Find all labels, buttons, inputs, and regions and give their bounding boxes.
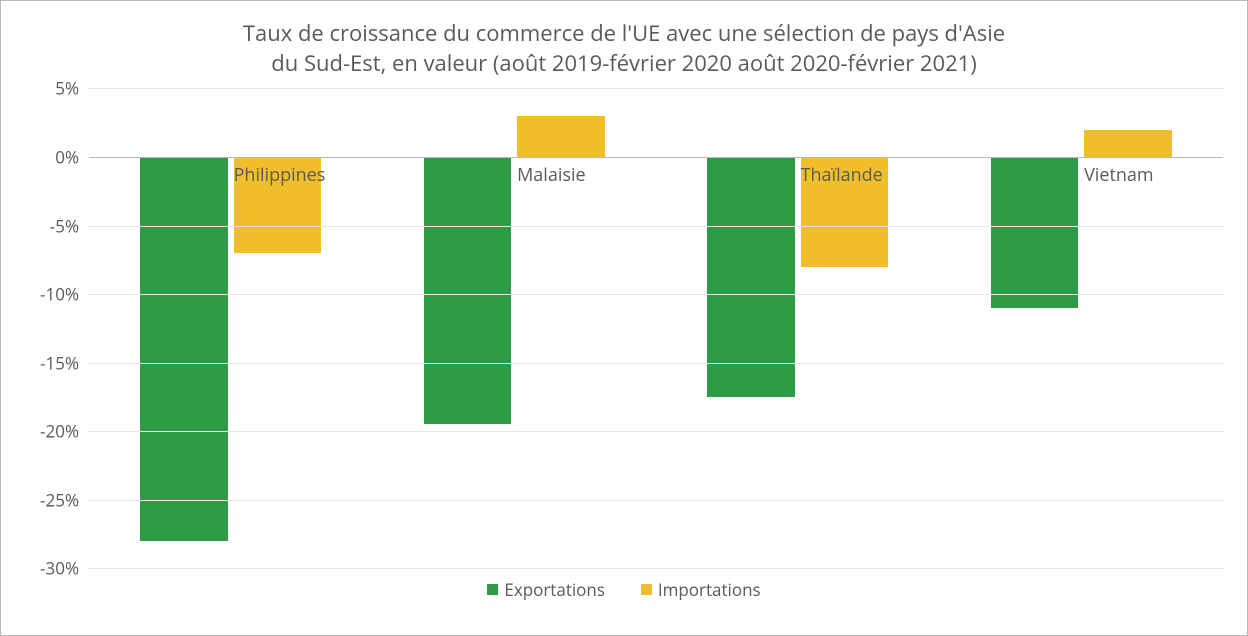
gridline bbox=[89, 431, 1223, 432]
chart-title: Taux de croissance du commerce de l'UE a… bbox=[25, 19, 1223, 78]
category-label: Malaisie bbox=[517, 163, 586, 187]
category-label: Vietnam bbox=[1084, 163, 1154, 187]
bar-imports bbox=[517, 116, 605, 157]
y-tick-label: -5% bbox=[50, 214, 79, 237]
y-tick-label: 5% bbox=[55, 77, 79, 100]
legend-label-importations: Importations bbox=[658, 578, 761, 601]
y-tick-label: -10% bbox=[40, 283, 79, 306]
chart-container: Taux de croissance du commerce de l'UE a… bbox=[0, 0, 1248, 636]
legend-item-importations: Importations bbox=[641, 578, 761, 601]
y-axis: 5%0%-5%-10%-15%-20%-25%-30% bbox=[25, 88, 89, 568]
category-label: Philippines bbox=[234, 163, 326, 187]
legend-swatch-exportations bbox=[487, 584, 498, 595]
y-tick-label: -15% bbox=[40, 351, 79, 374]
bar-group: Philippines bbox=[89, 88, 373, 568]
bar-groups: Philippines Malaisie Thaïlande Vietnam bbox=[89, 88, 1223, 568]
plot-wrapper: 5%0%-5%-10%-15%-20%-25%-30% PhilippinesM… bbox=[25, 88, 1223, 568]
legend-item-exportations: Exportations bbox=[487, 578, 605, 601]
gridline bbox=[89, 226, 1223, 227]
legend-swatch-importations bbox=[641, 584, 652, 595]
legend-label-exportations: Exportations bbox=[504, 578, 605, 601]
plot-area: Philippines Malaisie Thaïlande Vietnam bbox=[89, 88, 1223, 568]
bar-imports bbox=[1084, 130, 1172, 157]
gridline bbox=[89, 363, 1223, 364]
gridline bbox=[89, 568, 1223, 569]
y-tick-label: -20% bbox=[40, 420, 79, 443]
gridline bbox=[89, 88, 1223, 89]
category-label: Thaïlande bbox=[801, 163, 883, 187]
legend: Exportations Importations bbox=[25, 578, 1223, 601]
gridline bbox=[89, 294, 1223, 295]
bar-group: Vietnam bbox=[940, 88, 1224, 568]
bar-group: Malaisie bbox=[373, 88, 657, 568]
y-tick-label: 0% bbox=[55, 145, 79, 168]
y-tick-label: -30% bbox=[40, 557, 79, 580]
bar-exports bbox=[140, 157, 228, 541]
bar-exports bbox=[707, 157, 795, 397]
y-tick-label: -25% bbox=[40, 488, 79, 511]
bar-group: Thaïlande bbox=[656, 88, 940, 568]
gridline bbox=[89, 500, 1223, 501]
bar-exports bbox=[991, 157, 1079, 308]
chart-title-line2: du Sud-Est, en valeur (août 2019-février… bbox=[271, 48, 976, 78]
chart-title-line1: Taux de croissance du commerce de l'UE a… bbox=[243, 18, 1005, 48]
zero-line bbox=[89, 157, 1223, 158]
bar-exports bbox=[424, 157, 512, 424]
